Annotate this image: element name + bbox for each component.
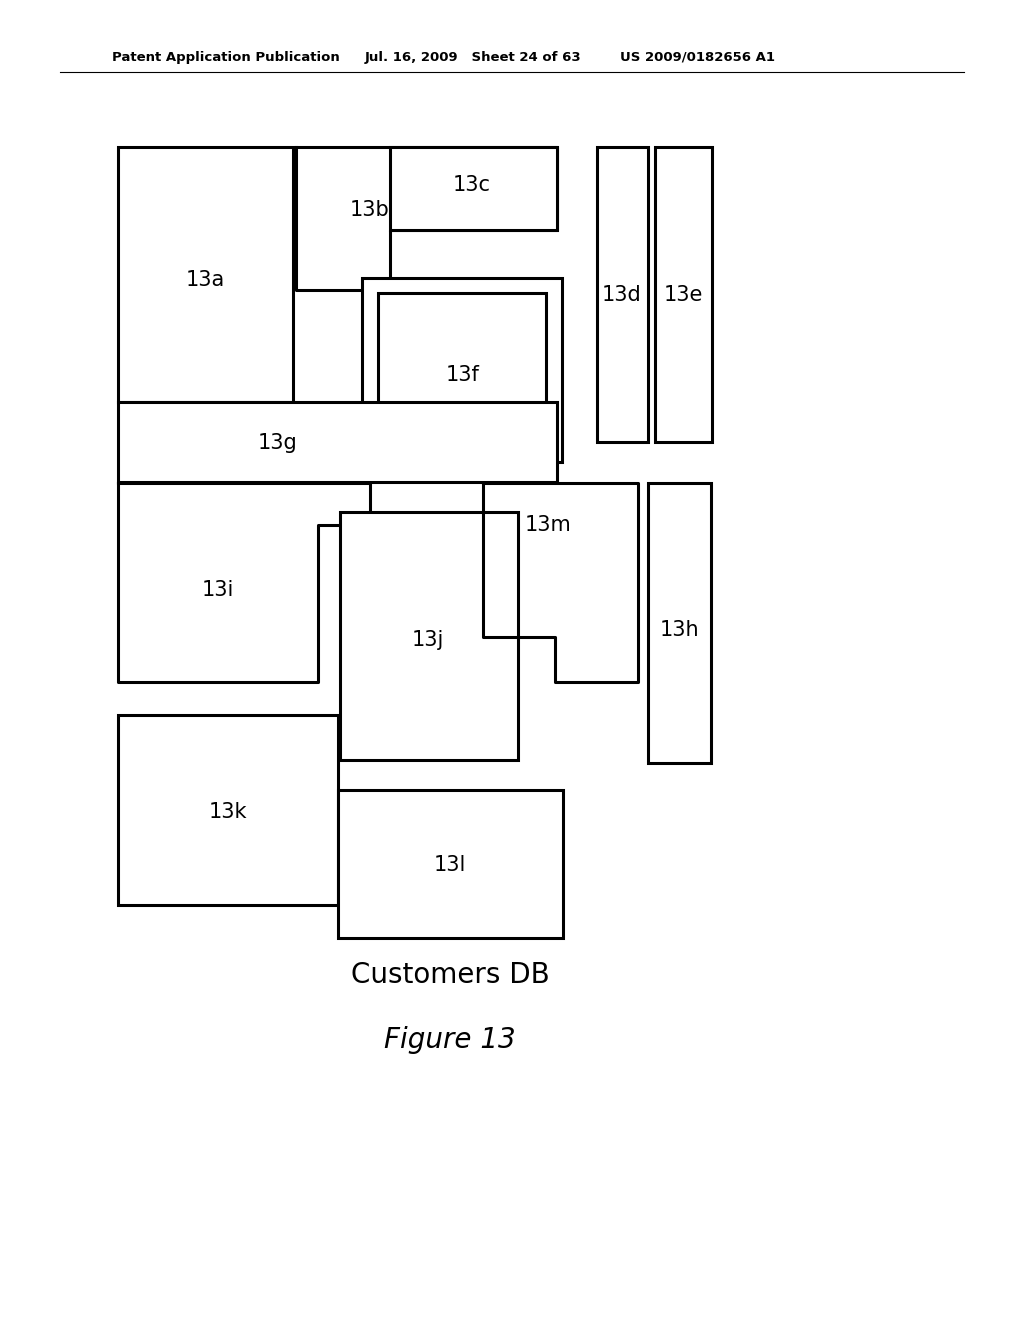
Bar: [118, 715, 338, 906]
Text: 13h: 13h: [659, 620, 698, 640]
Bar: [340, 512, 518, 760]
Bar: [378, 293, 546, 446]
Text: 13m: 13m: [524, 515, 571, 535]
Text: Jul. 16, 2009   Sheet 24 of 63: Jul. 16, 2009 Sheet 24 of 63: [365, 50, 582, 63]
Text: 13k: 13k: [209, 803, 247, 822]
Bar: [648, 483, 711, 763]
Text: 13l: 13l: [434, 855, 466, 875]
Text: US 2009/0182656 A1: US 2009/0182656 A1: [620, 50, 775, 63]
Text: Patent Application Publication: Patent Application Publication: [112, 50, 340, 63]
Text: 13f: 13f: [446, 366, 480, 385]
Bar: [362, 279, 562, 462]
Bar: [338, 789, 563, 939]
Text: 13i: 13i: [202, 579, 234, 601]
Text: Figure 13: Figure 13: [384, 1026, 516, 1053]
Text: 13e: 13e: [664, 285, 702, 305]
Text: 13d: 13d: [602, 285, 642, 305]
Bar: [118, 147, 293, 403]
Text: 13b: 13b: [350, 201, 390, 220]
Text: Customers DB: Customers DB: [350, 961, 549, 989]
Bar: [597, 147, 648, 442]
Bar: [118, 403, 557, 482]
Text: 13c: 13c: [453, 176, 490, 195]
Bar: [655, 147, 712, 442]
Text: 13j: 13j: [412, 630, 444, 649]
Bar: [390, 147, 557, 230]
Text: 13g: 13g: [258, 433, 298, 453]
Text: 13a: 13a: [185, 271, 224, 290]
